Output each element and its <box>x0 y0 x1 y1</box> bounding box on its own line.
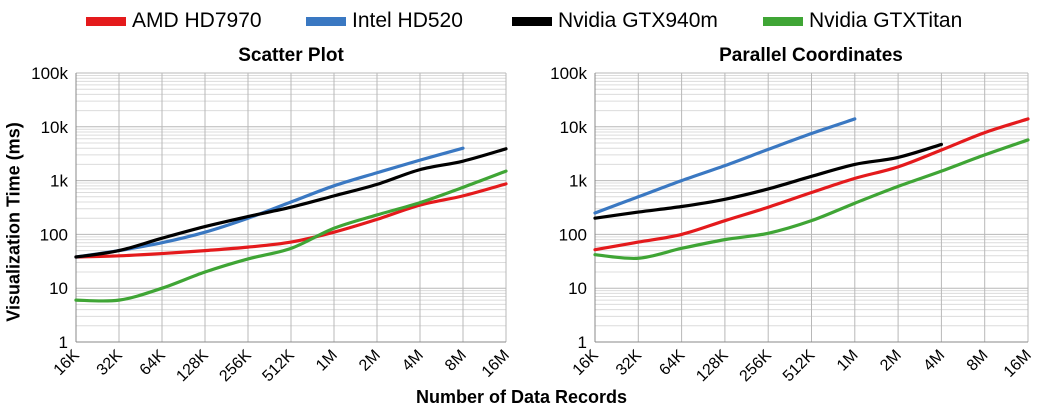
series-line-intel-hd520 <box>74 146 465 259</box>
x-tick-label: 1M <box>313 347 341 375</box>
x-tick-label: 2M <box>356 347 384 375</box>
x-tick-label: 256K <box>737 347 776 386</box>
y-tick-label: 100k <box>550 64 587 83</box>
legend-item-nvidia-titan: Nvidia GTXTitan <box>763 6 962 36</box>
legend-swatch-intel <box>306 16 346 26</box>
y-tick-label: 1k <box>569 172 587 191</box>
x-tick-label: 16M <box>1001 347 1035 381</box>
y-tick-label: 10 <box>49 279 68 298</box>
legend-label-intel: Intel HD520 <box>352 9 463 32</box>
legend-item-amd: AMD HD7970 <box>86 6 262 36</box>
y-tick-label: 10k <box>41 118 69 137</box>
legend-swatch-nvidia-titan <box>763 16 803 26</box>
y-tick-label: 100 <box>40 225 68 244</box>
x-tick-label: 32K <box>94 347 126 379</box>
series-line-amd-hd7970 <box>74 182 508 259</box>
x-tick-label: 8M <box>442 347 470 375</box>
x-tick-label: 16M <box>479 347 513 381</box>
legend: AMD HD7970 Intel HD520 Nvidia GTX940m Nv… <box>0 6 1043 36</box>
legend-label-nvidia-titan: Nvidia GTXTitan <box>809 9 963 32</box>
y-tick-label: 100 <box>559 225 587 244</box>
series-line-intel-hd520 <box>593 117 857 215</box>
legend-item-nvidia-940m: Nvidia GTX940m <box>512 6 718 36</box>
y-tick-label: 1 <box>578 333 587 352</box>
legend-item-intel: Intel HD520 <box>306 6 463 36</box>
chart-title: Parallel Coordinates <box>719 45 903 66</box>
legend-label-nvidia-940m: Nvidia GTX940m <box>558 9 718 32</box>
y-tick-label: 100k <box>31 64 68 83</box>
x-tick-label: 8M <box>964 347 992 375</box>
x-tick-label: 128K <box>173 347 212 386</box>
series-line-nvidia-gtxtitan <box>74 169 508 303</box>
x-tick-label: 64K <box>137 347 169 379</box>
x-tick-label: 512K <box>259 347 298 386</box>
series-line-nvidia-gtx940m <box>593 142 943 220</box>
x-tick-label: 2M <box>877 347 905 375</box>
x-tick-label: 512K <box>780 347 819 386</box>
y-axis-label: Visualization Time (ms) <box>3 122 24 322</box>
x-tick-label: 32K <box>613 347 645 379</box>
x-tick-label: 128K <box>693 347 732 386</box>
x-tick-label: 4M <box>920 347 948 375</box>
y-tick-label: 10k <box>560 118 588 137</box>
series-line-nvidia-gtx940m <box>74 147 508 259</box>
x-tick-label: 256K <box>216 347 255 386</box>
legend-swatch-nvidia-940m <box>512 16 552 26</box>
legend-swatch-amd <box>86 16 126 26</box>
chart-title: Scatter Plot <box>238 45 344 66</box>
x-tick-label: 16K <box>570 347 602 379</box>
y-tick-label: 1 <box>59 333 68 352</box>
x-tick-label: 16K <box>51 347 83 379</box>
y-tick-label: 10 <box>568 279 587 298</box>
x-tick-label: 1M <box>834 347 862 375</box>
legend-label-amd: AMD HD7970 <box>132 9 262 32</box>
series-line-amd-hd7970 <box>593 117 1030 252</box>
y-tick-label: 1k <box>50 172 68 191</box>
x-tick-label: 4M <box>399 347 427 375</box>
x-tick-label: 64K <box>656 347 688 379</box>
series-line-nvidia-gtxtitan <box>593 138 1030 261</box>
x-axis-label: Number of Data Records <box>415 387 628 407</box>
